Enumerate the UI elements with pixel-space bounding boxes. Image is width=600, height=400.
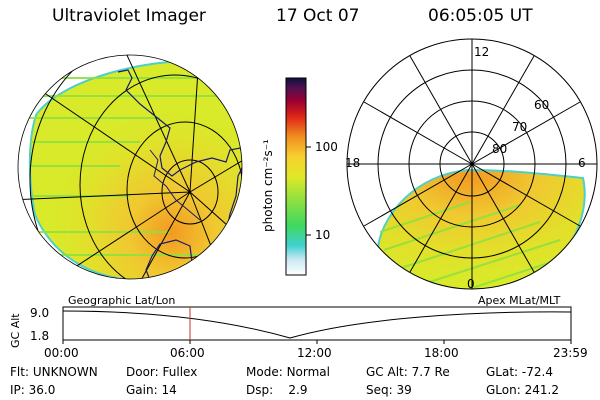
status-ip: IP: 36.0: [10, 383, 56, 397]
apex-grid: [346, 38, 598, 290]
time-ticks: [62, 340, 572, 344]
timeline-frame: [62, 306, 572, 341]
time-label-0000: 00:00: [44, 346, 79, 360]
aurora-image-geo: [28, 59, 242, 279]
gc-alt-axis-label: GC Alt: [9, 313, 22, 348]
coastline-inner: [149, 149, 201, 221]
app-title: Ultraviolet Imager: [52, 6, 206, 26]
mlt-label-0: 0: [467, 277, 475, 291]
status-mode: Mode: Normal: [246, 365, 330, 379]
status-door: Door: Fullex: [126, 365, 198, 379]
status-glon: GLon: 241.2: [486, 383, 559, 397]
altitude-curve: [62, 310, 572, 339]
stripe-artifacts-apex: [379, 201, 571, 289]
y-min-label: 1.8: [30, 329, 50, 343]
date-label: 17 Oct 07: [276, 6, 360, 26]
geo-frame: [17, 54, 243, 280]
time-label-1800: 18:00: [424, 346, 459, 360]
colorbar-scale: [285, 77, 307, 276]
status-gain: Gain: 14: [126, 383, 177, 397]
y-max-label: 9.0: [30, 306, 50, 320]
apex-polar-plot: [346, 38, 598, 290]
colorbar-label-100: 100: [315, 140, 338, 154]
coastline: [117, 69, 242, 279]
status-flt: Flt: UNKNOWN: [10, 365, 98, 379]
lat-label-80: 80: [492, 142, 508, 156]
altitude-timeline: [62, 306, 572, 344]
colorbar-units: photon cm⁻²s⁻¹: [261, 139, 275, 232]
mlt-label-12: 12: [474, 45, 490, 59]
time-label: 06:05:05 UT: [428, 6, 533, 26]
status-gc-alt: GC Alt: 7.7 Re: [366, 365, 450, 379]
apex-caption: Apex MLat/MLT: [478, 294, 561, 307]
colorbar: [285, 77, 311, 276]
status-dsp: Dsp: 2.9: [246, 383, 308, 397]
lat-label-70: 70: [512, 120, 528, 134]
status-seq: Seq: 39: [366, 383, 412, 397]
geo-grid: [18, 55, 242, 279]
mlt-label-18: 18: [345, 156, 361, 170]
colorbar-label-10: 10: [315, 228, 331, 242]
time-label-2359: 23:59: [553, 346, 588, 360]
geographic-map: [17, 54, 243, 280]
mlt-label-6: 6: [578, 156, 586, 170]
time-label-1200: 12:00: [297, 346, 332, 360]
time-label-0600: 06:00: [170, 346, 205, 360]
status-glat: GLat: -72.4: [486, 365, 553, 379]
lat-label-60: 60: [534, 98, 550, 112]
geo-caption: Geographic Lat/Lon: [68, 294, 176, 307]
